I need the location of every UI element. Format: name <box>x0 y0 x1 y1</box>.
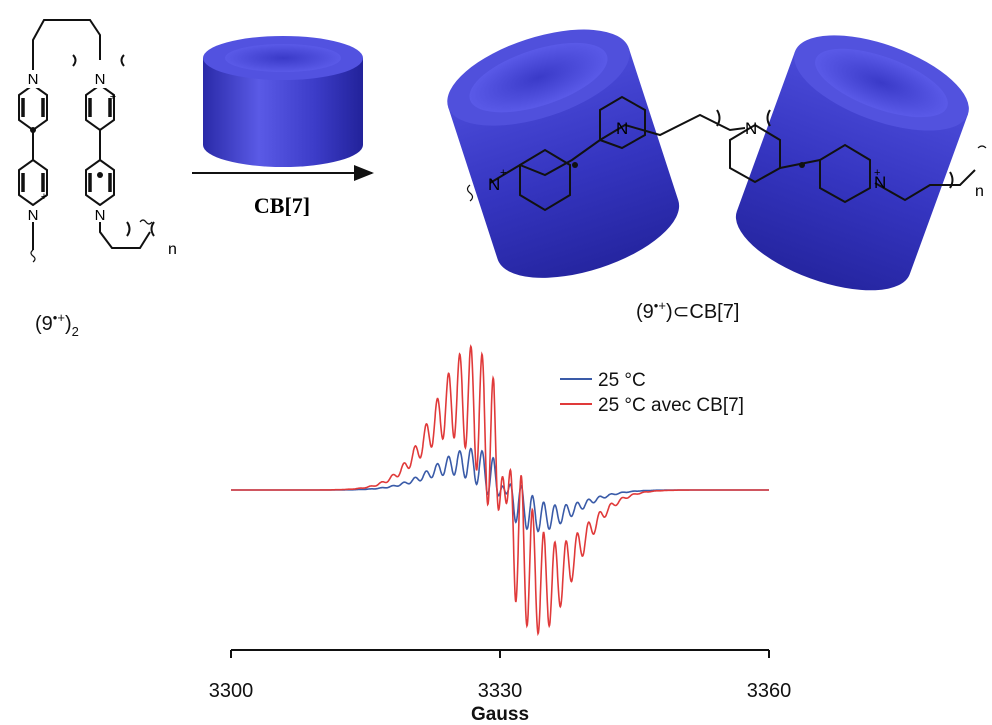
atom-plus: + <box>500 167 506 179</box>
radical-dot <box>799 162 805 168</box>
x-tick-label: 3360 <box>747 680 792 702</box>
atom-n: N <box>28 207 39 224</box>
radical-dot <box>572 162 578 168</box>
atom-n: N <box>745 119 757 138</box>
atom-n: N <box>488 175 500 194</box>
atom-n: N <box>95 207 106 224</box>
dimer-label: (9•+)2 <box>35 310 79 339</box>
x-tick-label: 3300 <box>209 680 254 702</box>
atom-plus: + <box>874 167 880 179</box>
atom-n: N <box>874 173 886 192</box>
series-line-25c-cb7 <box>231 344 769 637</box>
viologen-dimer-structure <box>18 19 155 263</box>
legend-label-25c: 25 °C <box>598 370 646 391</box>
arrow-label: CB[7] <box>254 193 310 218</box>
atom-n: N <box>28 71 39 88</box>
cb7-cylinder <box>203 36 363 167</box>
x-tick-label: 3330 <box>478 680 523 702</box>
dimer-atom-labels: N N + N + N n <box>24 70 177 258</box>
legend-label-cb7: 25 °C avec CB[7] <box>598 395 744 416</box>
host-guest-complex: N + N N N + n <box>447 29 987 291</box>
atom-n: N <box>95 71 106 88</box>
repeat-n: n <box>975 183 984 200</box>
chart-legend: 25 °C 25 °C avec CB[7] <box>560 370 744 416</box>
radical-dot <box>97 172 103 178</box>
epr-spectrum-chart: 3300 3330 3360 Gauss 25 °C 25 °C avec CB[7… <box>209 344 792 725</box>
series-layer <box>231 344 769 637</box>
complex-label: (9•+)⊂CB[7] <box>636 298 739 323</box>
atom-plus: + <box>110 91 116 103</box>
x-axis-label: Gauss <box>471 704 529 725</box>
atom-plus: + <box>41 191 47 203</box>
atom-n: N <box>616 119 628 138</box>
repeat-n: n <box>168 241 177 258</box>
radical-dot <box>30 127 36 133</box>
x-axis-ticks: 3300 3330 3360 <box>209 650 792 702</box>
